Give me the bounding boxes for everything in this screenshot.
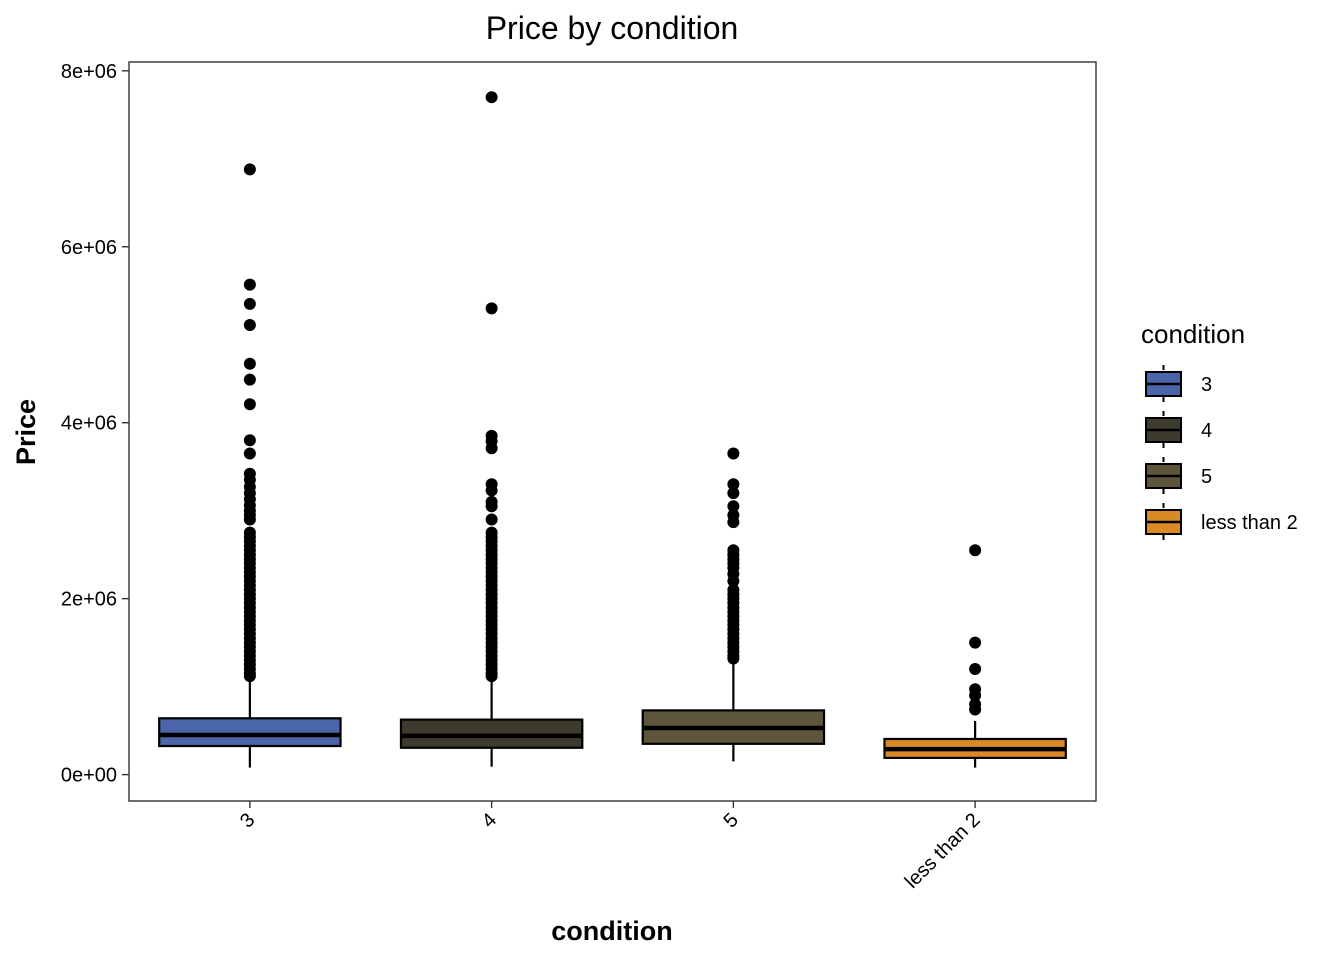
box [158,717,342,748]
y-tick-label: 2e+06 [61,589,117,611]
outlier-point [243,357,256,370]
legend: condition 3 4 5 less than 2 [1141,319,1298,541]
x-axis-title: condition [551,916,672,946]
legend-label: 5 [1201,466,1212,488]
boxes [158,91,1067,768]
outlier-point [243,513,256,526]
x-axis: 3 4 5 less than 2 [236,801,985,893]
outlier-point [485,500,498,513]
chart-title: Price by condition [486,10,739,46]
x-tick-label: 4 [478,809,501,832]
outlier-point [485,513,498,526]
outlier-point [727,516,740,529]
outlier-point [969,663,982,676]
box-group [883,544,1067,768]
y-axis: 0e+00 2e+06 4e+06 6e+06 8e+06 [61,61,129,787]
y-tick-label: 8e+06 [61,61,117,83]
x-tick-label: less than 2 [901,809,985,893]
outlier-point [243,398,256,411]
y-tick-label: 6e+06 [61,237,117,259]
box-group [399,91,584,767]
outlier-point [243,670,256,683]
y-tick-label: 4e+06 [61,413,117,435]
outlier-point [727,575,740,588]
outlier-point [727,478,740,491]
legend-key [1145,457,1182,495]
box-group [641,447,826,762]
legend-label: 3 [1201,374,1212,396]
legend-key [1145,411,1182,449]
outlier-point [969,636,982,649]
outlier-point [969,703,982,716]
outlier-point [727,652,740,665]
y-axis-title: Price [11,399,41,465]
outlier-point [243,434,256,447]
outlier-point [485,670,498,683]
outlier-point [969,544,982,557]
outlier-point [727,447,740,460]
outlier-point [727,487,740,500]
outlier-point [727,500,740,513]
legend-label: 4 [1201,420,1212,442]
y-tick-label: 0e+00 [61,765,117,787]
outlier-point [243,297,256,310]
outlier-point [243,373,256,386]
outlier-point [969,689,982,702]
outlier-point [485,91,498,104]
legend-label: less than 2 [1201,512,1298,534]
legend-title: condition [1141,319,1245,349]
x-tick-label: 5 [719,809,742,832]
legend-key [1145,503,1182,541]
outlier-point [243,319,256,332]
outlier-point [485,484,498,497]
outlier-point [243,278,256,291]
box-group [158,163,342,768]
legend-key [1145,365,1182,403]
outlier-point [485,442,498,455]
plot-panel [128,61,1097,802]
x-tick-label: 3 [236,809,259,832]
outlier-point [243,163,256,176]
outlier-point [243,447,256,460]
outlier-point [485,302,498,315]
